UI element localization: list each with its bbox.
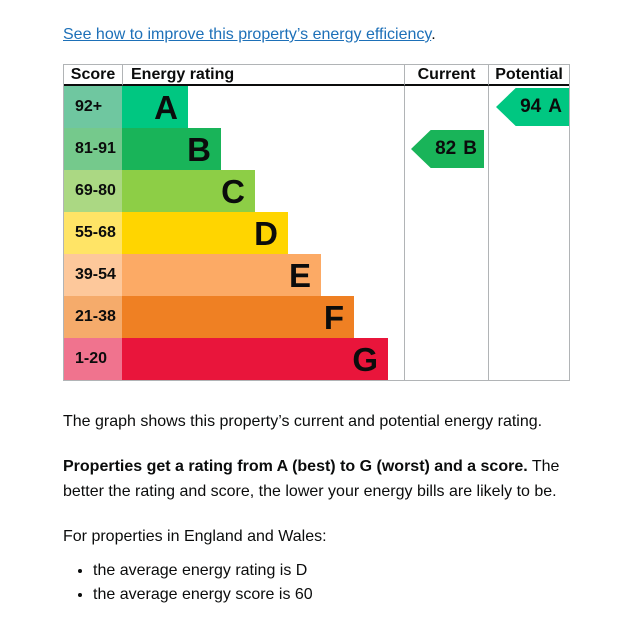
score-range: 69-80 [75,182,116,199]
band-letter: E [288,256,311,294]
band-row-c: 69-80 C [64,170,404,212]
score-cell: 21-38 [64,296,122,338]
link-period: . [431,26,436,43]
epc-rating-chart: Score Energy rating Current Potential 92… [63,64,570,381]
rating-bands: 92+ A 81-91 B 69-80 C 55-68 D 39-54 E 21… [64,86,404,380]
list-item: the average energy rating is D [93,559,568,583]
band-row-g: 1-20 G [64,338,404,380]
improve-efficiency-link[interactable]: See how to improve this property’s energ… [63,26,432,43]
score-cell: 55-68 [64,212,122,254]
band-row-f: 21-38 F [64,296,404,338]
improve-efficiency-paragraph: See how to improve this property’s energ… [63,25,624,45]
current-score: 82 [435,138,457,159]
potential-score: 94 [520,96,542,117]
score-cell: 92+ [64,86,122,128]
band-bar: A [122,86,188,128]
current-letter: B [463,138,477,159]
band-bar: B [122,128,221,170]
band-letter: D [254,214,278,252]
current-column: 82 B [404,86,488,380]
band-bar: E [122,254,321,296]
description: The graph shows this property’s current … [63,409,568,607]
header-current: Current [404,65,488,86]
band-letter: C [221,172,245,210]
band-bar: G [122,338,388,380]
score-cell: 69-80 [64,170,122,212]
rating-explanation-rest: The better the rating and score, the low… [63,458,560,500]
list-item: the average energy score is 60 [93,583,568,607]
band-bar: F [122,296,354,338]
band-letter: B [187,130,211,168]
current-rating-arrow: 82 B [411,130,484,168]
band-letter: A [154,88,178,126]
band-letter: F [323,298,344,336]
band-row-a: 92+ A [64,86,404,128]
header-score: Score [64,65,122,86]
score-range: 55-68 [75,224,116,241]
score-range: 39-54 [75,266,116,283]
potential-rating-arrow: 94 A [496,88,569,126]
score-range: 21-38 [75,308,116,325]
band-row-b: 81-91 B [64,128,404,170]
potential-letter: A [548,96,562,117]
england-wales-paragraph: For properties in England and Wales: [63,528,327,545]
header-energy-rating: Energy rating [122,65,404,86]
rating-explanation-bold: Properties get a rating from A (best) to… [63,458,528,475]
score-range: 92+ [75,98,103,115]
band-row-e: 39-54 E [64,254,404,296]
score-cell: 81-91 [64,128,122,170]
header-potential: Potential [488,65,569,86]
band-row-d: 55-68 D [64,212,404,254]
page: See how to improve this property’s energ… [0,0,624,607]
score-range: 1-20 [75,350,108,367]
band-bar: D [122,212,288,254]
band-letter: G [352,340,378,378]
rating-explanation-paragraph: Properties get a rating from A (best) to… [63,454,568,504]
potential-column: 94 A [488,86,569,380]
band-bar: C [122,170,255,212]
averages-list: the average energy rating is D the avera… [63,559,568,607]
graph-description-paragraph: The graph shows this property’s current … [63,413,543,430]
score-cell: 39-54 [64,254,122,296]
score-cell: 1-20 [64,338,122,380]
score-range: 81-91 [75,140,116,157]
